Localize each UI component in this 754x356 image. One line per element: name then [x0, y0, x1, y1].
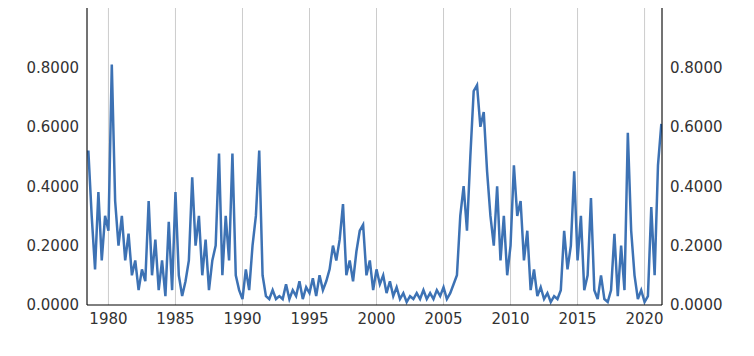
svg-text:0.8000: 0.8000 — [670, 59, 723, 77]
svg-text:1980: 1980 — [89, 310, 127, 328]
svg-text:0.2000: 0.2000 — [27, 237, 80, 255]
svg-text:2015: 2015 — [558, 310, 596, 328]
svg-text:0.0000: 0.0000 — [27, 296, 80, 314]
svg-text:2000: 2000 — [357, 310, 395, 328]
svg-text:0.0000: 0.0000 — [670, 296, 723, 314]
svg-text:0.8000: 0.8000 — [27, 59, 80, 77]
svg-text:1990: 1990 — [223, 310, 261, 328]
svg-text:1995: 1995 — [290, 310, 328, 328]
svg-text:1985: 1985 — [156, 310, 194, 328]
svg-text:0.6000: 0.6000 — [27, 118, 80, 136]
svg-text:0.4000: 0.4000 — [27, 178, 80, 196]
svg-text:0.6000: 0.6000 — [670, 118, 723, 136]
svg-text:0.2000: 0.2000 — [670, 237, 723, 255]
svg-text:2020: 2020 — [625, 310, 663, 328]
svg-text:0.4000: 0.4000 — [670, 178, 723, 196]
svg-text:2010: 2010 — [491, 310, 529, 328]
svg-text:2005: 2005 — [424, 310, 462, 328]
